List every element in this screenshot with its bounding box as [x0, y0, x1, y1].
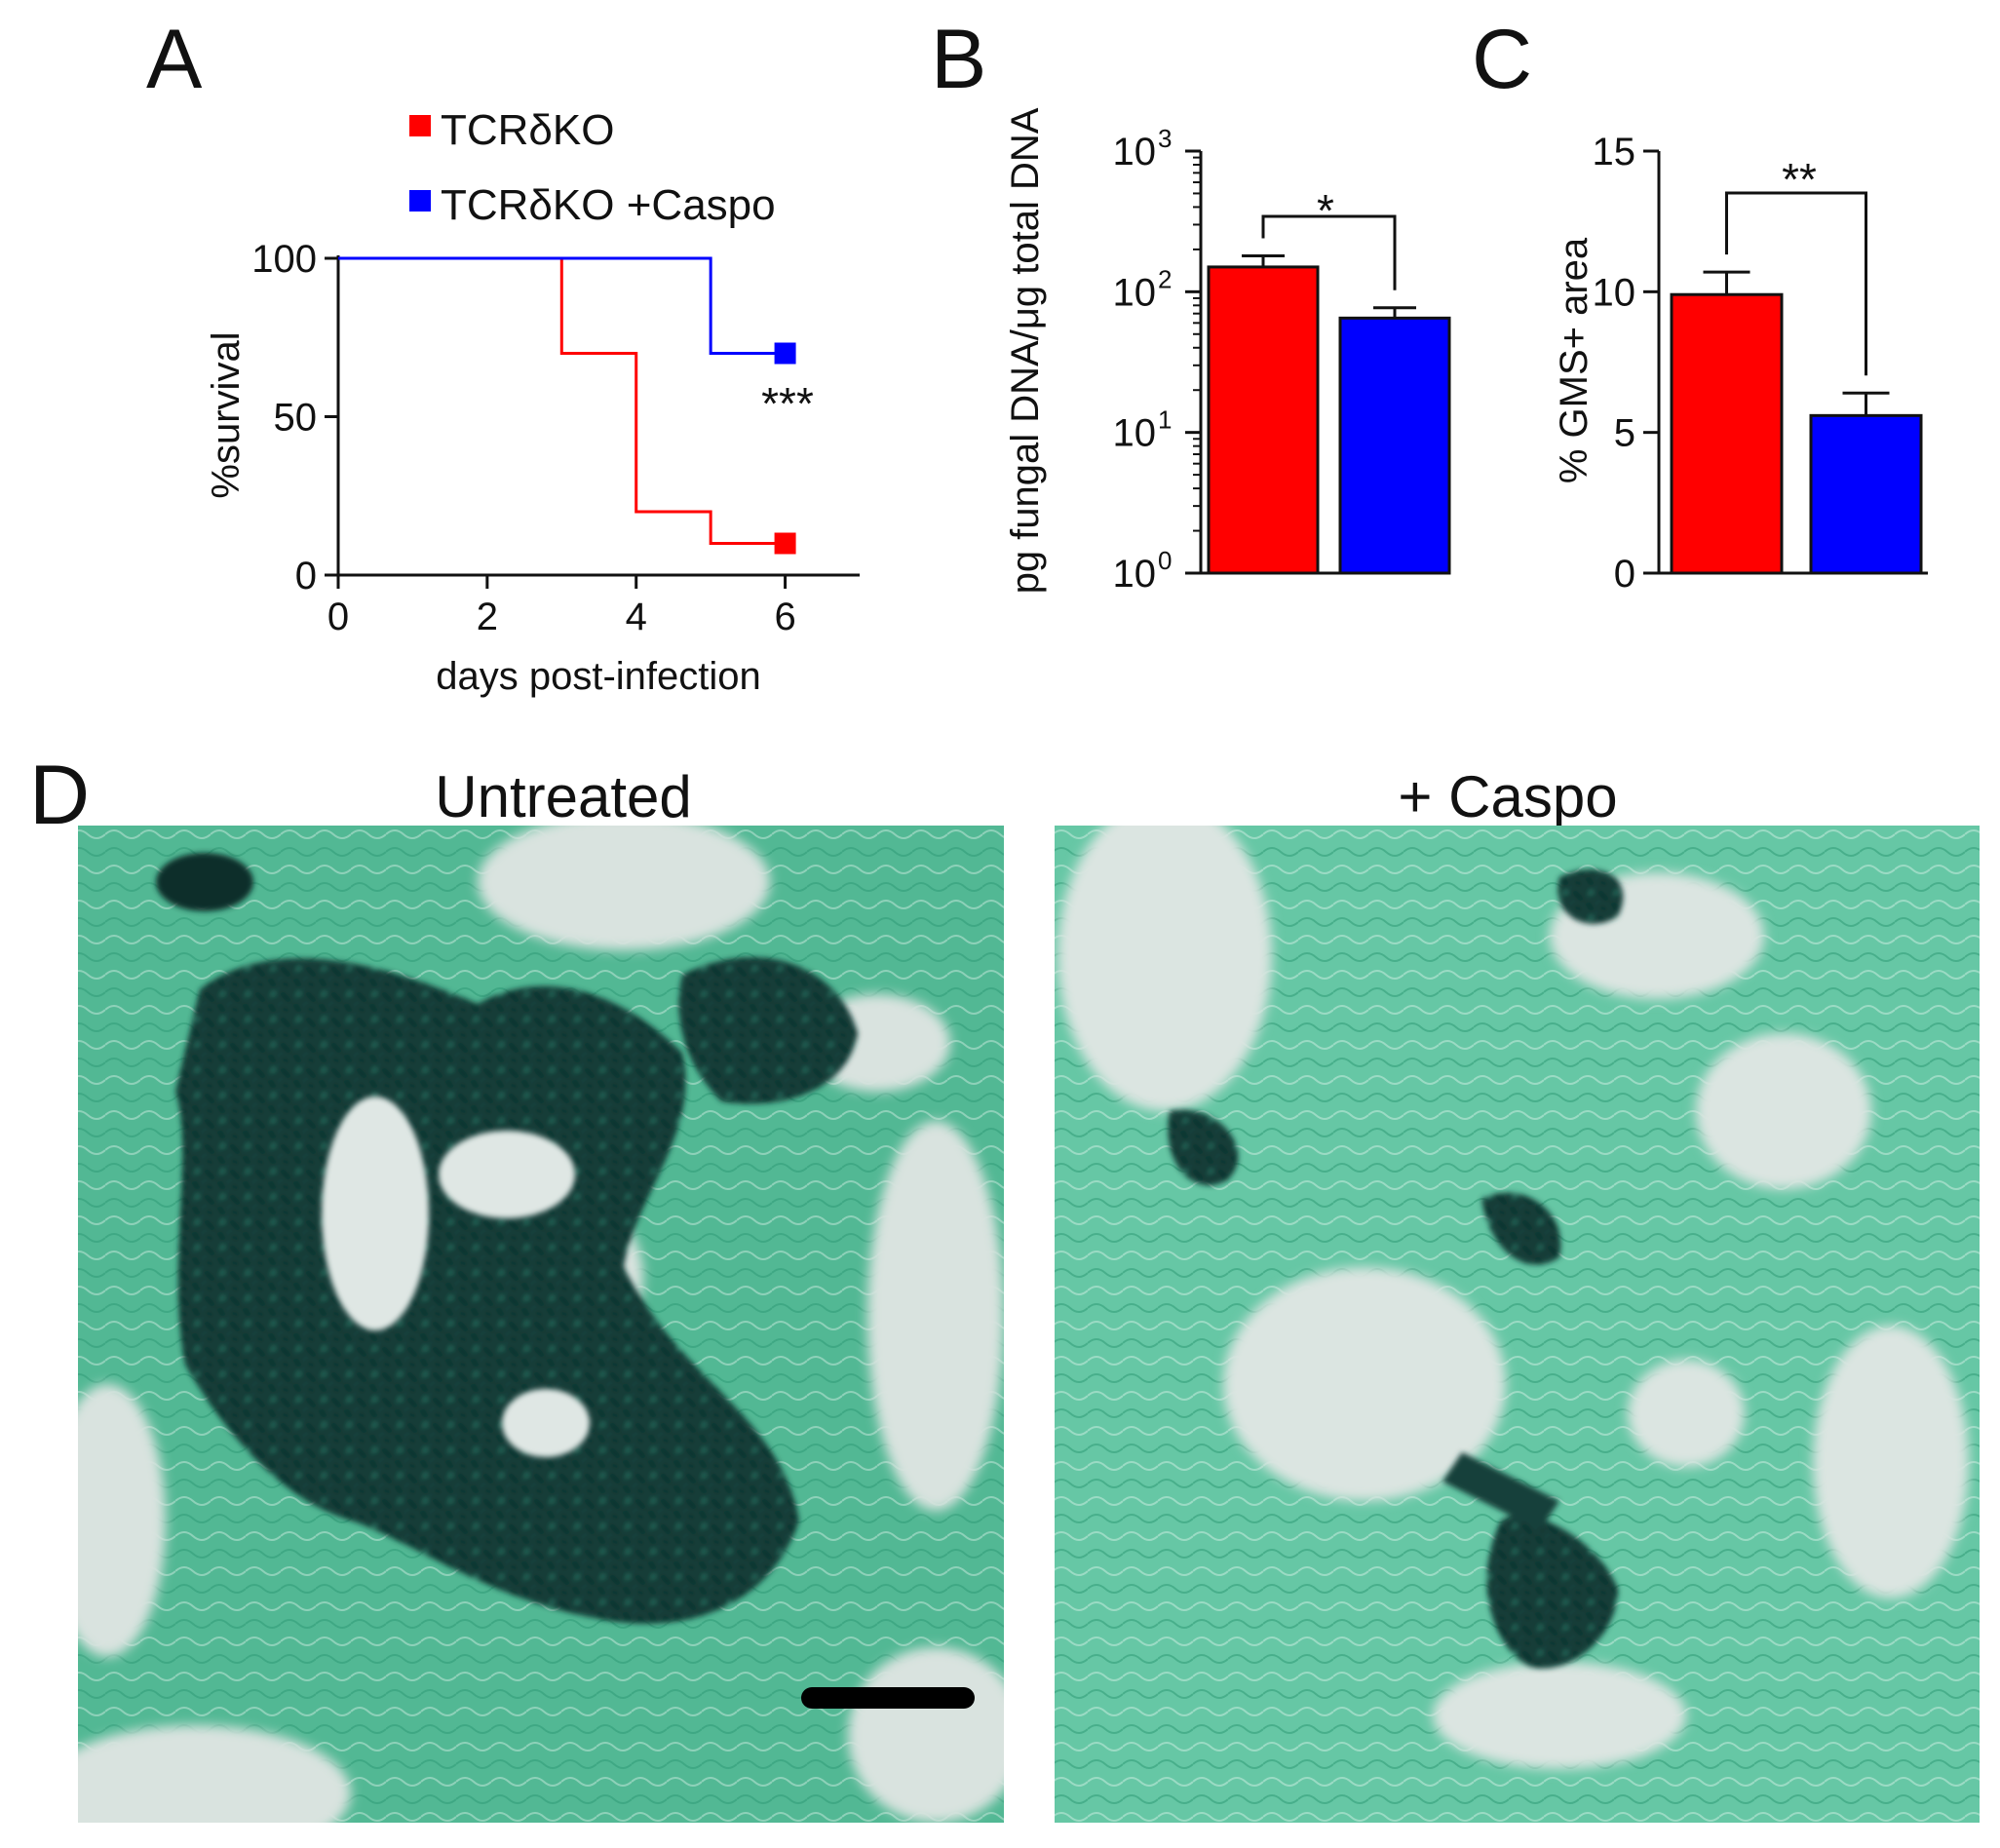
survival-y-tick-label: 50 — [274, 397, 318, 440]
survival-endpoint-tcr-ko-caspo — [774, 342, 796, 365]
fungal-dna-y-tick-exponent: 0 — [1158, 546, 1172, 575]
scale-bar — [801, 1687, 975, 1709]
gms-area-significance: ** — [1782, 154, 1817, 205]
micrograph-title-untreated: Untreated — [435, 764, 692, 829]
fungal-dna-significance: * — [1317, 185, 1334, 236]
gms-area-y-tick-label: 5 — [1614, 412, 1635, 455]
fungal-dna-y-tick-exponent: 2 — [1158, 264, 1172, 293]
survival-line-tcr-ko — [338, 256, 786, 545]
gms-area-bracket — [1725, 191, 1867, 376]
fungal-dna-bracket — [1261, 214, 1397, 290]
survival-chart: 0 50 100 0 2 4 6 days post-infection %surviva… — [205, 106, 860, 698]
fungal-dna-y-tick-label: 10 — [1113, 271, 1157, 314]
survival-line-tcr-ko-caspo — [338, 256, 786, 355]
fungal-dna-bar — [1207, 265, 1320, 575]
fungal-dna-bar — [1338, 316, 1451, 575]
legend-label-tcr-ko-caspo: TCRδKO +Caspo — [441, 181, 776, 229]
survival-significance: *** — [761, 378, 814, 429]
survival-y-tick-label: 0 — [295, 555, 317, 597]
panel-letter-a: A — [146, 13, 203, 106]
gms-area-bar — [1809, 413, 1923, 575]
gms-area-y-tick-label: 0 — [1614, 553, 1635, 596]
fungal-dna-y-tick-label: 10 — [1113, 553, 1157, 596]
micrograph-untreated — [78, 826, 1004, 1823]
panel-letter-b: B — [931, 13, 986, 106]
survival-x-axis-title: days post-infection — [436, 655, 761, 698]
fungal-dna-y-tick-label: 10 — [1113, 131, 1157, 173]
survival-x-tick-label: 0 — [327, 596, 349, 638]
gms-area-bar — [1670, 292, 1784, 575]
fungal-dna-y-tick-exponent: 3 — [1158, 124, 1172, 153]
fungal-dna-y-tick-exponent: 1 — [1158, 405, 1172, 435]
survival-endpoint-tcr-ko — [774, 532, 796, 555]
panel-letter-c: C — [1472, 13, 1532, 106]
micrograph-title-caspo: + Caspo — [1398, 764, 1617, 829]
survival-y-axis-title: %survival — [205, 331, 248, 498]
gms-area-y-tick-label: 15 — [1593, 131, 1636, 173]
survival-y-tick-label: 100 — [251, 238, 317, 281]
gms-area-chart: 0 5 10 15 % GMS+ area ** — [1553, 131, 1928, 596]
micrograph-caspo — [1055, 826, 1980, 1823]
legend-marker-tcr-ko — [409, 115, 431, 136]
gms-area-y-axis-title: % GMS+ area — [1553, 237, 1596, 483]
legend-label-tcr-ko: TCRδKO — [441, 106, 615, 154]
fungal-dna-y-axis-title: pg fungal DNA/μg total DNA — [1004, 107, 1047, 594]
fungal-dna-y-tick-label: 10 — [1113, 412, 1157, 455]
survival-x-tick-label: 6 — [774, 596, 795, 638]
survival-x-tick-label: 2 — [477, 596, 498, 638]
survival-x-tick-label: 4 — [626, 596, 647, 638]
gms-area-y-tick-label: 10 — [1593, 271, 1636, 314]
legend-marker-tcr-ko-caspo — [409, 190, 431, 212]
